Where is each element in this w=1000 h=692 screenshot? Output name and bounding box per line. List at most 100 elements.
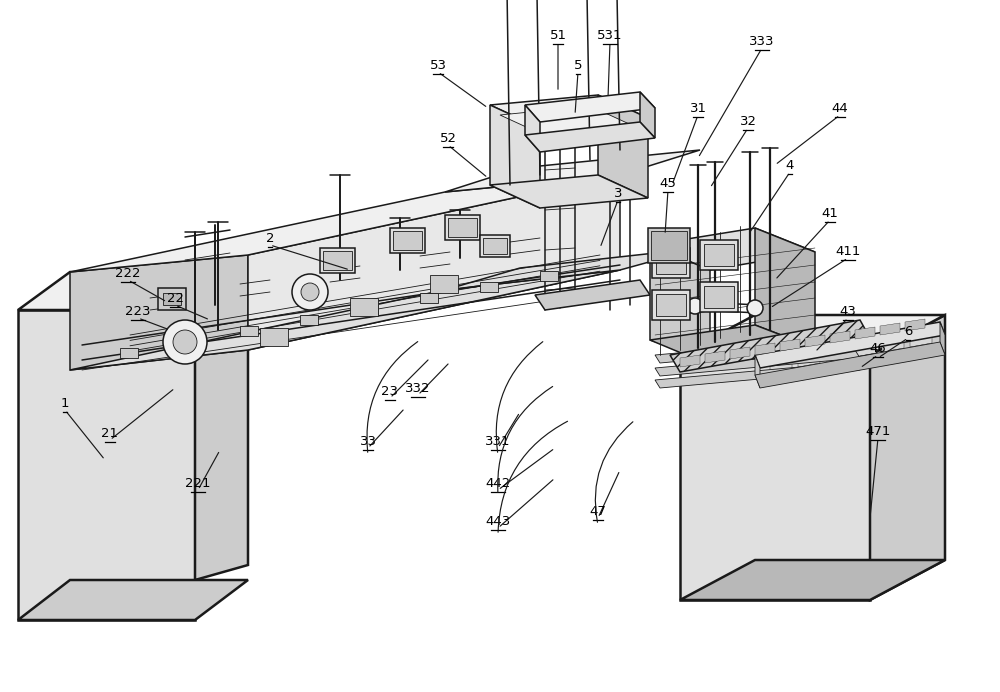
Polygon shape [598,95,648,198]
Polygon shape [655,337,860,363]
Polygon shape [430,275,458,293]
Polygon shape [350,298,378,316]
Polygon shape [445,215,480,240]
Polygon shape [420,293,438,303]
Text: 331: 331 [485,435,511,448]
Polygon shape [393,231,422,250]
Polygon shape [730,347,750,359]
Text: 45: 45 [660,177,676,190]
Text: 41: 41 [822,207,838,220]
Polygon shape [448,218,477,237]
Circle shape [292,274,328,310]
Polygon shape [248,175,620,350]
Polygon shape [480,282,498,292]
Polygon shape [648,228,690,263]
Polygon shape [323,251,352,270]
Polygon shape [655,350,860,376]
Polygon shape [480,235,510,257]
Polygon shape [940,322,945,355]
Polygon shape [180,337,198,347]
Text: 5: 5 [574,59,582,72]
Polygon shape [910,331,932,347]
Text: 32: 32 [740,115,757,128]
Polygon shape [755,322,945,368]
Text: 51: 51 [550,29,566,42]
Text: 21: 21 [102,427,119,440]
Text: 3: 3 [614,187,622,200]
Text: 221: 221 [185,477,211,490]
Polygon shape [656,252,686,274]
Polygon shape [755,342,945,388]
Polygon shape [18,310,195,620]
Polygon shape [830,331,850,343]
Polygon shape [18,272,248,310]
Text: 222: 222 [115,267,141,280]
Polygon shape [490,95,648,128]
Circle shape [687,298,703,314]
Polygon shape [651,231,687,260]
Text: 52: 52 [440,132,456,145]
Polygon shape [240,326,258,336]
Polygon shape [700,282,738,312]
Polygon shape [535,280,650,310]
Text: 6: 6 [904,325,912,338]
Polygon shape [70,175,620,272]
Polygon shape [656,294,686,316]
Circle shape [173,330,197,354]
Text: 44: 44 [832,102,848,115]
Polygon shape [500,106,638,137]
Polygon shape [826,346,848,362]
Polygon shape [525,105,540,152]
Polygon shape [755,228,815,348]
Polygon shape [163,293,181,305]
Polygon shape [525,92,655,122]
Polygon shape [445,150,700,192]
Text: 411: 411 [835,245,861,258]
Polygon shape [540,271,558,281]
Polygon shape [652,290,690,320]
Text: 23: 23 [382,385,398,398]
Polygon shape [680,355,870,600]
Polygon shape [195,272,248,580]
Text: 46: 46 [870,342,886,355]
Polygon shape [780,339,800,351]
Polygon shape [70,270,620,370]
Polygon shape [798,351,820,367]
Polygon shape [320,248,355,273]
Polygon shape [650,245,710,360]
Circle shape [163,320,207,364]
Polygon shape [680,560,945,600]
Circle shape [747,300,763,316]
Text: 22: 22 [166,292,184,305]
Polygon shape [18,580,248,620]
Polygon shape [525,122,655,152]
Text: 332: 332 [405,382,431,395]
Polygon shape [704,286,734,308]
Text: 471: 471 [865,425,891,438]
Polygon shape [905,319,925,331]
Polygon shape [755,343,775,355]
Polygon shape [805,335,825,347]
Polygon shape [360,304,378,314]
Text: 53: 53 [430,59,446,72]
Text: 43: 43 [840,305,856,318]
Polygon shape [300,315,318,325]
Polygon shape [680,315,945,355]
Text: 47: 47 [590,505,606,518]
Polygon shape [260,328,288,346]
Polygon shape [490,105,540,208]
Polygon shape [855,327,875,339]
Polygon shape [483,238,507,254]
Polygon shape [704,244,734,266]
Polygon shape [120,348,138,358]
Text: 442: 442 [485,477,511,490]
Polygon shape [390,228,425,253]
Polygon shape [880,323,900,335]
Circle shape [301,283,319,301]
Text: 31: 31 [690,102,706,115]
Polygon shape [854,341,876,357]
Text: 33: 33 [360,435,376,448]
Polygon shape [640,92,655,138]
Text: 4: 4 [786,159,794,172]
Text: 443: 443 [485,515,511,528]
